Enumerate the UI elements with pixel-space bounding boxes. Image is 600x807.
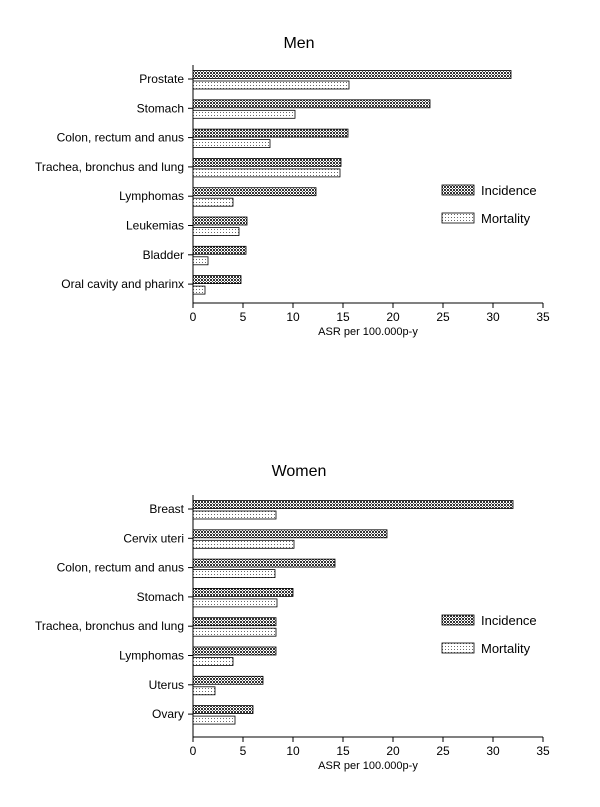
x-tick-label: 10 [286, 744, 300, 758]
bar-mortality [192, 256, 209, 266]
bar-mortality [192, 227, 240, 236]
x-tick-label: 25 [436, 744, 450, 758]
legend: Incidence Mortality [441, 613, 537, 656]
bar-incidence [192, 705, 254, 714]
bar-incidence [192, 558, 336, 568]
category-label: Lymphomas [119, 189, 184, 203]
category-label: Bladder [143, 248, 184, 262]
bar-mortality [192, 109, 296, 119]
category-label: Lymphomas [119, 649, 184, 663]
bar-mortality [192, 539, 295, 549]
bar-incidence [192, 245, 247, 255]
bar-incidence [192, 675, 264, 685]
x-tick-label: 35 [536, 744, 550, 758]
legend-label-mortality: Mortality [481, 211, 531, 226]
legend-swatch-mortality [441, 642, 475, 654]
x-tick-label: 35 [536, 310, 550, 324]
category-label: Prostate [139, 72, 184, 86]
bar-mortality [192, 569, 276, 578]
legend: Incidence Mortality [441, 183, 537, 226]
x-tick-label: 15 [336, 744, 350, 758]
bar-incidence [192, 216, 248, 226]
category-label: Stomach [137, 101, 184, 115]
bar-incidence [192, 588, 294, 597]
bar-mortality [192, 686, 216, 696]
legend-label-incidence: Incidence [481, 613, 537, 628]
legend-swatch-mortality [441, 212, 475, 224]
x-tick-label: 0 [190, 310, 197, 324]
legend-label-incidence: Incidence [481, 183, 537, 198]
category-label: Cervix uteri [123, 531, 184, 545]
bar-incidence [192, 128, 349, 138]
bar-mortality [192, 598, 278, 608]
legend-swatch-incidence [441, 184, 475, 196]
bar-incidence [192, 275, 242, 285]
bar-incidence [192, 157, 342, 167]
bar-mortality [192, 715, 236, 725]
category-label: Leukemias [126, 219, 184, 233]
bar-incidence [192, 646, 277, 656]
men-chart: Men ASR per 100.000p-y Incidence Mortali… [35, 35, 550, 338]
category-label: Trachea, bronchus and lung [35, 160, 184, 174]
category-label: Colon, rectum and anus [57, 561, 184, 575]
category-label: Trachea, bronchus and lung [35, 619, 184, 633]
bar-incidence [192, 99, 431, 109]
chart-title: Men [283, 35, 314, 52]
bar-incidence [192, 529, 388, 539]
category-label: Colon, rectum and anus [57, 131, 184, 145]
x-tick-label: 10 [286, 310, 300, 324]
x-tick-label: 15 [336, 310, 350, 324]
x-tick-label: 20 [386, 744, 400, 758]
x-tick-label: 5 [240, 310, 247, 324]
category-label: Ovary [152, 707, 184, 721]
bar-mortality [192, 80, 350, 90]
x-axis-label: ASR per 100.000p-y [318, 760, 418, 772]
x-axis-label: ASR per 100.000p-y [318, 326, 418, 338]
x-tick-label: 30 [486, 744, 500, 758]
category-label: Oral cavity and pharinx [61, 277, 184, 291]
legend-swatch-incidence [441, 614, 475, 626]
x-tick-label: 5 [240, 744, 247, 758]
category-label: Breast [149, 502, 184, 516]
bar-mortality [192, 168, 341, 178]
category-label: Stomach [137, 590, 184, 604]
category-label: Uterus [149, 678, 184, 692]
bar-mortality [192, 627, 277, 637]
legend-label-mortality: Mortality [481, 641, 531, 656]
bar-incidence [192, 617, 277, 627]
bar-incidence [192, 70, 512, 79]
chart-title: Women [272, 463, 327, 480]
x-tick-label: 25 [436, 310, 450, 324]
bar-mortality [192, 510, 277, 520]
x-tick-label: 30 [486, 310, 500, 324]
bar-mortality [192, 197, 234, 207]
bar-mortality [192, 139, 271, 149]
bar-mortality [192, 657, 234, 666]
bar-incidence [192, 500, 514, 509]
bar-mortality [192, 285, 206, 295]
x-tick-label: 0 [190, 744, 197, 758]
bar-incidence [192, 187, 317, 197]
women-chart: Women ASR per 100.000p-y Incidence Morta… [35, 463, 550, 772]
x-tick-label: 20 [386, 310, 400, 324]
